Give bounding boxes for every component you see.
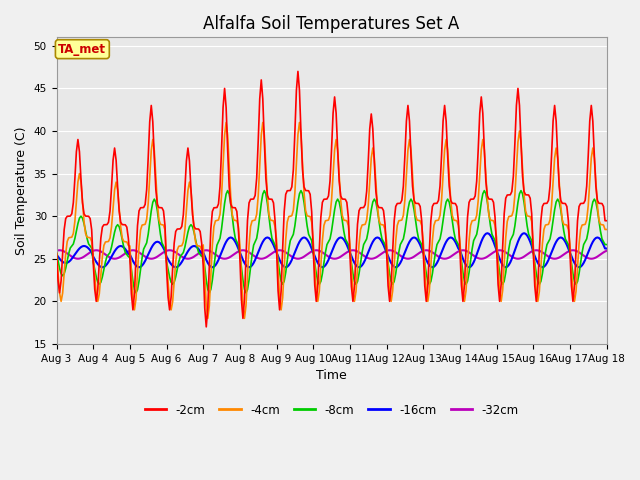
-4cm xyxy=(369,145,376,151)
-32cm xyxy=(52,248,60,254)
-4cm xyxy=(52,251,60,256)
-32cm xyxy=(158,251,166,256)
-8cm xyxy=(157,231,164,237)
Title: Alfalfa Soil Temperatures Set A: Alfalfa Soil Temperatures Set A xyxy=(204,15,460,33)
-32cm xyxy=(74,256,82,262)
-2cm xyxy=(294,69,302,74)
-16cm xyxy=(386,257,394,263)
-2cm xyxy=(369,126,376,132)
-2cm xyxy=(155,204,163,210)
-8cm xyxy=(387,278,395,284)
-32cm xyxy=(70,254,77,260)
-16cm xyxy=(68,256,76,262)
-2cm xyxy=(603,218,611,224)
Y-axis label: Soil Temperature (C): Soil Temperature (C) xyxy=(15,126,28,255)
-32cm xyxy=(399,254,407,260)
-8cm xyxy=(399,236,407,242)
-16cm xyxy=(367,242,375,248)
-4cm xyxy=(399,213,407,218)
-4cm xyxy=(538,241,546,247)
-8cm xyxy=(68,243,76,249)
-2cm xyxy=(202,324,210,330)
-2cm xyxy=(387,283,395,288)
-32cm xyxy=(538,250,546,255)
Line: -32cm: -32cm xyxy=(56,250,607,259)
Text: TA_met: TA_met xyxy=(58,43,106,56)
Legend: -2cm, -4cm, -8cm, -16cm, -32cm: -2cm, -4cm, -8cm, -16cm, -32cm xyxy=(140,399,523,421)
-8cm xyxy=(224,188,232,193)
-2cm xyxy=(538,204,546,209)
-16cm xyxy=(398,257,406,263)
-4cm xyxy=(387,299,395,304)
-4cm xyxy=(222,120,230,125)
-2cm xyxy=(52,251,60,256)
-32cm xyxy=(603,248,611,254)
-8cm xyxy=(603,242,611,248)
-8cm xyxy=(132,290,140,296)
Line: -8cm: -8cm xyxy=(56,191,607,293)
-16cm xyxy=(157,240,164,246)
Line: -2cm: -2cm xyxy=(56,72,607,327)
Line: -16cm: -16cm xyxy=(56,233,607,267)
-16cm xyxy=(52,252,60,257)
-4cm xyxy=(68,234,76,240)
-8cm xyxy=(52,251,60,256)
-4cm xyxy=(155,216,163,222)
-16cm xyxy=(603,246,611,252)
-8cm xyxy=(369,199,376,205)
-32cm xyxy=(387,248,395,253)
-32cm xyxy=(369,256,376,262)
X-axis label: Time: Time xyxy=(316,369,347,382)
-16cm xyxy=(99,264,106,270)
-4cm xyxy=(204,315,212,321)
Line: -4cm: -4cm xyxy=(56,122,607,318)
-8cm xyxy=(538,271,546,276)
-4cm xyxy=(603,227,611,232)
-2cm xyxy=(68,211,76,216)
-16cm xyxy=(538,264,546,270)
-16cm xyxy=(484,230,492,236)
-2cm xyxy=(399,183,407,189)
-32cm xyxy=(56,247,63,253)
